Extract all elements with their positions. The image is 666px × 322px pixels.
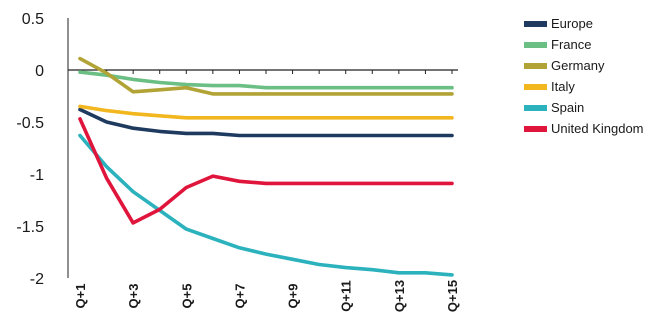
series-line-france (78, 70, 454, 90)
x-tick-label: Q+11 (339, 280, 354, 311)
series-line-germany (78, 56, 454, 96)
legend-swatch (524, 83, 547, 90)
legend-item: Spain (524, 97, 644, 118)
y-axis-ticks: 0.5 0 -0.5 -1 -1.5 -2 (16, 11, 44, 288)
legend-swatch (524, 125, 547, 132)
legend-label: Germany (551, 58, 605, 73)
axes (67, 18, 458, 278)
legend-label: Spain (551, 100, 585, 115)
x-tick-label: Q+7 (232, 284, 247, 309)
x-tick-label: Q+15 (445, 280, 460, 312)
legend-swatch (524, 41, 547, 48)
y-tick-label: -2 (30, 271, 44, 288)
y-tick-label: 0 (35, 63, 44, 80)
x-tick-label: Q+5 (179, 284, 194, 309)
legend-item: Germany (524, 55, 644, 76)
legend-label: Europe (551, 16, 593, 31)
legend-swatch (524, 62, 547, 69)
series-line-spain (78, 133, 454, 277)
series-line-europe (78, 107, 454, 138)
legend-label: United Kingdom (551, 121, 644, 136)
legend-label: France (551, 37, 592, 52)
y-tick-label: -1 (30, 167, 44, 184)
legend-swatch (524, 20, 547, 27)
chart-legend: Europe France Germany Italy Spain United King… (524, 13, 644, 139)
legend-item: France (524, 34, 644, 55)
series-line-united-kingdom (78, 117, 454, 225)
y-tick-label: -0.5 (16, 115, 44, 132)
x-tick-label: Q+13 (392, 280, 407, 312)
legend-item: United Kingdom (524, 118, 644, 139)
legend-item: Italy (524, 76, 644, 97)
series-lines (78, 56, 454, 277)
y-tick-label: 0.5 (22, 11, 44, 28)
x-tick-label: Q+3 (126, 284, 141, 309)
x-tick-label: Q+9 (286, 284, 301, 309)
x-tick-label: Q+1 (73, 284, 88, 309)
series-line-italy (78, 104, 454, 120)
legend-label: Italy (551, 79, 575, 94)
legend-item: Europe (524, 13, 644, 34)
x-axis-ticks: Q+1 Q+3 Q+5 Q+7 Q+9 Q+11 Q+13 Q+15 (73, 280, 460, 312)
legend-swatch (524, 104, 547, 111)
y-tick-label: -1.5 (16, 219, 44, 236)
